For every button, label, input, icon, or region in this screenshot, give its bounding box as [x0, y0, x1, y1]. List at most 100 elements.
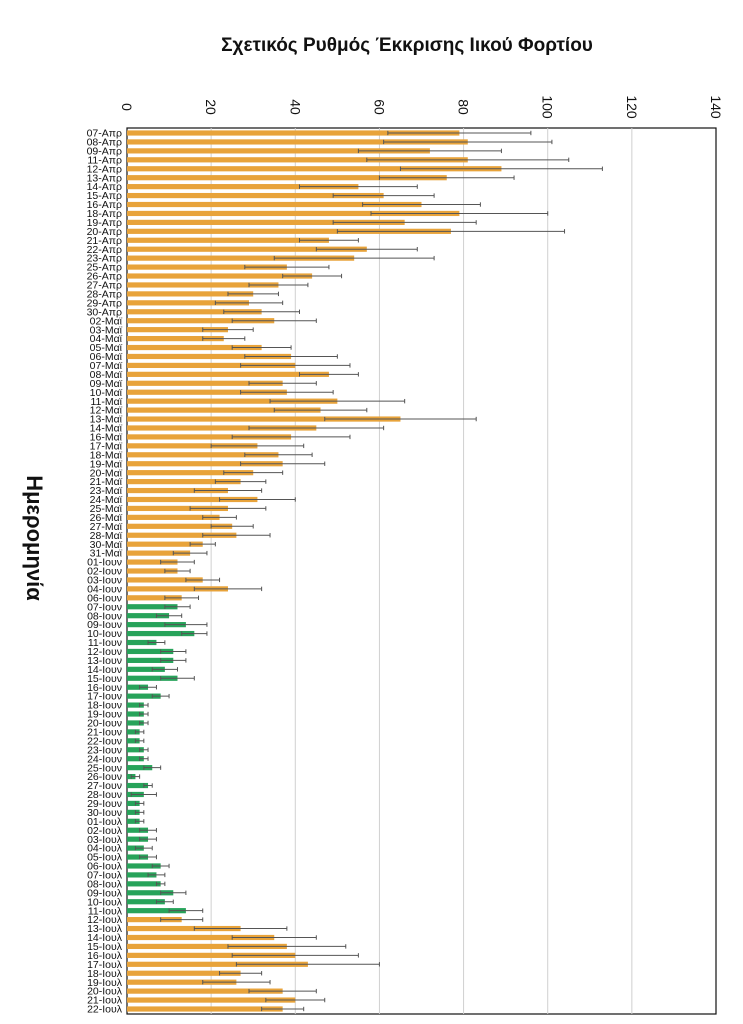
date-tick-label: 02-Ιουν	[87, 566, 122, 578]
error-bar	[235, 962, 380, 967]
bar	[127, 872, 157, 878]
date-tick-label: 30-Ιουν	[87, 807, 122, 819]
date-tick-label: 04-Μαϊ	[90, 333, 123, 345]
date-tick-label: 07-Μαϊ	[90, 360, 123, 372]
date-tick-label: 10-Ιουν	[87, 628, 122, 640]
date-tick-label: 19-Ιουλ	[87, 977, 123, 989]
date-tick-label: 03-Ιουν	[87, 575, 122, 587]
bar	[127, 523, 233, 529]
date-tick-label: 13-Ιουν	[87, 655, 122, 667]
bar	[127, 854, 149, 860]
error-bar	[210, 443, 305, 449]
bar	[127, 219, 405, 225]
error-bar	[202, 979, 271, 985]
bar	[127, 398, 338, 404]
date-tick-label: 08-Ιουν	[87, 610, 122, 622]
error-bar	[315, 247, 418, 252]
bar	[127, 622, 186, 628]
date-tick-label: 11-Ιουν	[88, 637, 122, 649]
error-bar	[248, 988, 317, 994]
bar	[127, 639, 157, 646]
bar	[127, 148, 430, 154]
error-bar	[164, 622, 208, 627]
bar	[127, 532, 237, 538]
date-tick-label: 29-Απρ	[87, 297, 122, 309]
error-bar	[273, 255, 435, 261]
date-tick-label: 09-Μαϊ	[90, 378, 123, 390]
date-tick-label: 26-Ιουν	[87, 771, 122, 783]
date-tick-label: 27-Ιουν	[87, 780, 122, 792]
bar	[127, 809, 140, 815]
value-tick-label: 120	[624, 95, 640, 119]
error-bar	[160, 559, 195, 565]
date-tick-label: 20-Απρ	[87, 226, 122, 238]
date-tick-label: 12-Μαϊ	[90, 405, 123, 417]
date-tick-label: 09-Ιουλ	[87, 887, 123, 899]
date-tick-label: 10-Μαϊ	[90, 387, 123, 399]
error-bar	[223, 309, 300, 314]
error-bar	[155, 613, 183, 618]
bar	[127, 201, 422, 208]
error-bar	[366, 157, 570, 163]
bar	[127, 952, 296, 958]
date-tick-label: 14-Ιουν	[87, 664, 122, 676]
bar	[127, 255, 355, 261]
bar	[127, 300, 250, 306]
error-bar	[151, 863, 170, 869]
date-tick-label: 17-Ιουν	[87, 691, 122, 703]
bar	[127, 729, 140, 735]
bar	[127, 604, 178, 610]
error-bar	[265, 997, 326, 1003]
bar	[127, 899, 165, 905]
value-tick-labels: 0 20 40 60 80 100 120 140	[119, 95, 724, 119]
bar	[127, 765, 153, 771]
bar	[127, 273, 313, 279]
error-bar	[160, 649, 187, 654]
bar	[127, 666, 165, 672]
error-bar	[244, 452, 313, 457]
error-bar	[151, 693, 170, 699]
date-tick-label: 06-Μαϊ	[90, 351, 123, 363]
value-tick-label: 40	[287, 99, 303, 115]
error-bar	[223, 470, 284, 475]
date-tick-label: 20-Μαϊ	[90, 467, 123, 479]
error-bar	[160, 890, 187, 895]
date-tick-label: 20-Ιουν	[87, 718, 122, 730]
error-bar	[298, 184, 418, 189]
date-tick-label: 21-Ιουν	[87, 726, 122, 738]
error-bar	[134, 738, 145, 744]
bar	[127, 577, 203, 583]
bar	[127, 800, 140, 807]
date-tick-label: 23-Μαϊ	[90, 485, 123, 497]
date-tick-label: 14-Μαϊ	[90, 423, 123, 435]
date-tick-label: 16-Απρ	[87, 199, 122, 211]
error-bar	[248, 381, 317, 386]
bar	[127, 461, 283, 467]
date-tick-label: 23-Ιουν	[87, 744, 122, 756]
error-bar	[202, 533, 271, 538]
error-bar	[139, 854, 157, 860]
date-tick-label: 18-Ιουλ	[87, 968, 123, 980]
date-tick-label: 01-Ιουλ	[87, 816, 123, 828]
bar	[127, 756, 144, 762]
error-bar	[269, 398, 406, 404]
error-bar	[134, 810, 145, 815]
error-bar	[332, 193, 435, 198]
date-tick-label: 01-Ιουν	[87, 557, 122, 569]
error-bars	[130, 130, 603, 1012]
bar	[127, 970, 241, 976]
bar	[127, 738, 140, 744]
date-tick-label: 21-Ιουλ	[87, 995, 123, 1007]
error-bar	[324, 416, 477, 422]
bar	[127, 818, 140, 824]
bar	[127, 210, 460, 217]
error-bar	[214, 300, 284, 306]
error-bar	[160, 658, 187, 663]
date-tick-label: 11-Ιουλ	[88, 905, 123, 917]
bar	[127, 836, 149, 842]
date-tick-label: 07-Ιουν	[87, 601, 122, 613]
error-bar	[134, 729, 145, 735]
bar	[127, 237, 329, 243]
bar	[127, 747, 144, 753]
date-tick-label: 05-Ιουλ	[87, 852, 123, 864]
